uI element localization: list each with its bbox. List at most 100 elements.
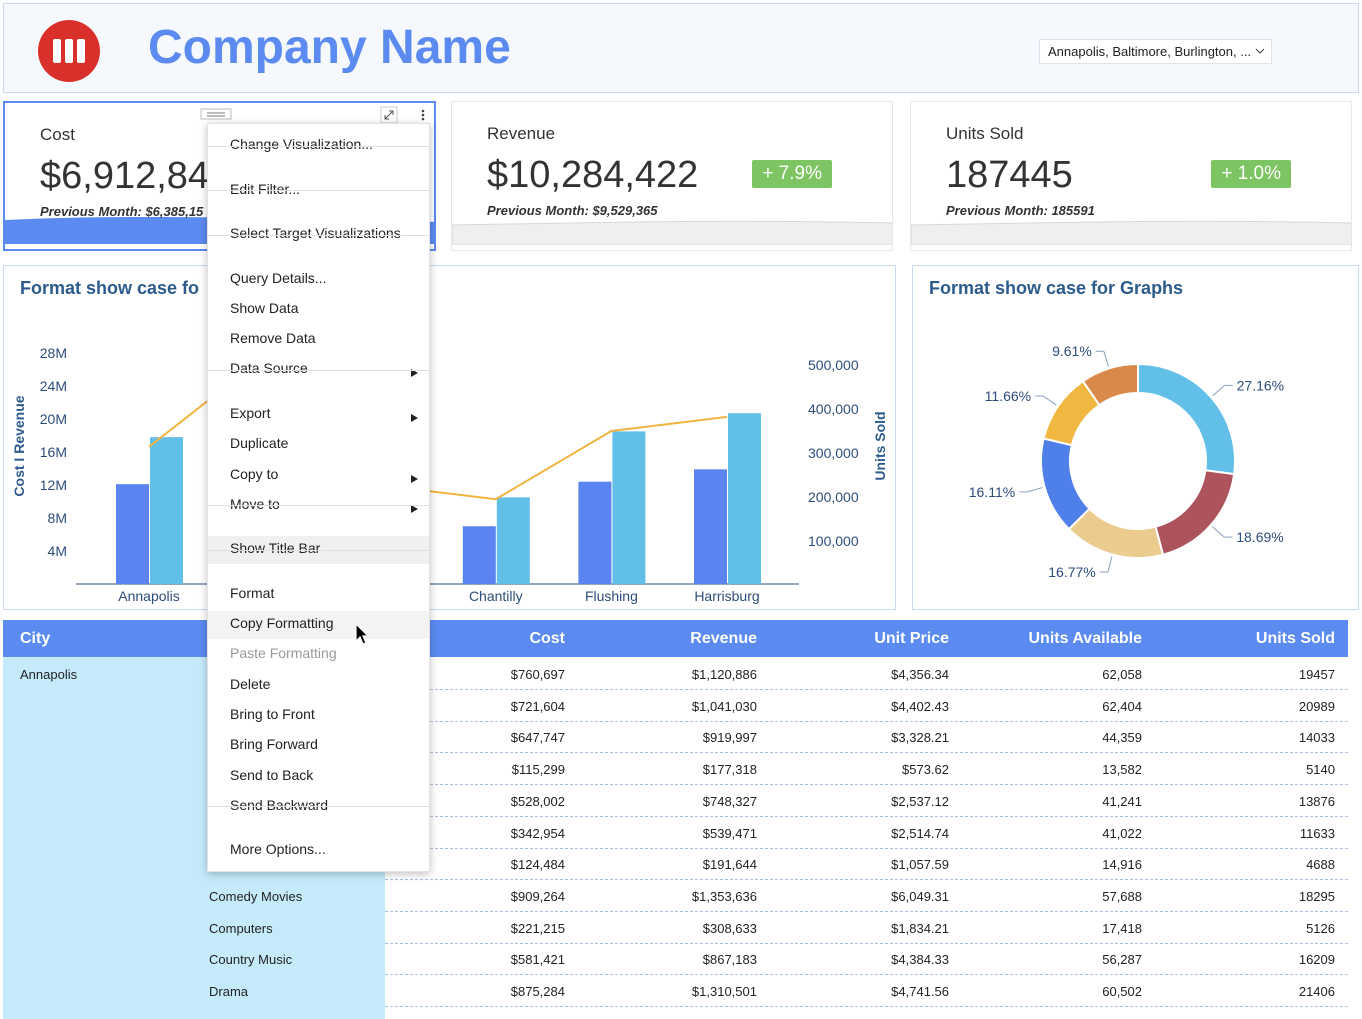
table-cell: $721,604 — [510, 698, 565, 714]
x-tick-label: Chantilly — [469, 588, 523, 604]
table-cell: $342,954 — [510, 825, 565, 841]
kpi-wave — [452, 220, 892, 246]
chart-title: Format show case fo — [20, 278, 199, 298]
column-header[interactable]: Units Sold — [1255, 630, 1335, 647]
menu-item[interactable]: Change Visualization... — [208, 132, 429, 160]
menu-item[interactable]: Select Target Visualizations — [208, 221, 429, 249]
table-cell: $1,310,501 — [691, 984, 757, 999]
kpi-label: Cost — [40, 125, 75, 144]
table-cell: $1,057.59 — [891, 857, 949, 873]
menu-item[interactable]: Show Data — [208, 296, 429, 324]
table-cell: 14033 — [1298, 730, 1335, 746]
menu-dot — [421, 117, 425, 121]
table-cell: $191,644 — [702, 857, 757, 873]
menu-item-label: Show Title Bar — [230, 540, 321, 557]
menu-item[interactable]: Bring Forward — [208, 732, 429, 760]
table-cell: $1,353,636 — [691, 888, 757, 904]
menu-item-label: Select Target Visualizations — [230, 225, 401, 241]
y2-tick-label: 400,000 — [808, 401, 859, 417]
donut-chart: Format show case for Graphs 27.16% 18.69% 1… — [929, 278, 1284, 580]
menu-item-label: Send Backward — [230, 796, 329, 813]
kpi-wave-wrap — [911, 215, 1351, 250]
menu-item[interactable]: Export — [208, 401, 429, 429]
menu-item[interactable]: Format — [208, 581, 429, 609]
table-cell: $867,183 — [702, 952, 757, 968]
table-cell: $748,327 — [702, 793, 757, 809]
table-cell: $6,049.31 — [891, 888, 949, 904]
menu-item[interactable]: Bring to Front — [208, 702, 429, 730]
menu-item-label: Paste Formatting — [230, 645, 337, 662]
menu-item[interactable]: More Options... — [208, 837, 429, 865]
menu-item[interactable]: Move to — [208, 492, 429, 520]
table-cell: Drama — [209, 984, 249, 999]
kpi-value: 187445 — [946, 154, 1073, 196]
table-cell: 16209 — [1298, 952, 1335, 968]
slice-label: 16.77% — [1048, 564, 1095, 580]
menu-separator — [208, 234, 429, 236]
menu-item-label: Bring Forward — [230, 736, 318, 753]
y2-tick-label: 500,000 — [808, 357, 859, 373]
menu-item[interactable]: Send Backward — [208, 793, 429, 821]
submenu-arrow-wrap — [411, 471, 419, 489]
table-cell: $4,741.56 — [891, 984, 949, 999]
column-header[interactable]: Units Available — [1028, 630, 1142, 647]
leader-line — [1019, 487, 1043, 493]
leader-line — [1099, 556, 1113, 573]
menu-item[interactable]: Delete — [208, 672, 429, 700]
column-header[interactable]: City — [20, 630, 51, 647]
table-cell: 17,418 — [1102, 920, 1142, 936]
table-cell: $4,384.33 — [891, 952, 949, 968]
filter-dropdown[interactable]: Annapolis, Baltimore, Burlington, ... — [1039, 39, 1272, 64]
y-axis-label: Cost I Revenue — [11, 395, 27, 496]
card-toolbar — [195, 105, 434, 130]
menu-item[interactable]: Send to Back — [208, 763, 429, 791]
row-divider — [385, 974, 1348, 976]
table-cell: $1,120,886 — [691, 667, 757, 682]
y2-tick-label: 100,000 — [808, 533, 859, 549]
row-divider — [385, 1006, 1348, 1007]
arrow — [411, 474, 418, 483]
menu-item[interactable]: Edit Filter... — [208, 177, 429, 205]
bar — [728, 413, 761, 584]
submenu-arrow-wrap — [411, 501, 419, 519]
arrow — [411, 369, 418, 378]
donut-slice — [1081, 362, 1139, 407]
column-header[interactable]: Cost — [529, 630, 565, 647]
submenu-arrow-wrap — [411, 410, 419, 428]
menu-separator — [208, 806, 429, 808]
donut-slice — [1154, 469, 1236, 556]
kpi-badge: + 1.0% — [1211, 160, 1291, 188]
wave — [452, 220, 892, 246]
table-cell: $115,299 — [511, 762, 565, 778]
column-header[interactable]: Unit Price — [874, 630, 949, 647]
menu-item-label: More Options... — [230, 841, 326, 858]
combo-chart-panel: Format show case fo 4M 8M 12M 16M 20M 24M 28M 10… — [3, 265, 896, 610]
bar — [694, 469, 727, 584]
table-cell: $573.62 — [902, 762, 949, 778]
menu-item[interactable]: Duplicate — [208, 431, 429, 459]
kpi-label: Units Sold — [946, 124, 1024, 143]
chart-title: Format show case for Graphs — [929, 278, 1183, 298]
table-cell: 11633 — [1299, 825, 1335, 841]
table-cell: $2,537.12 — [891, 793, 949, 809]
table-cell: 57,688 — [1102, 888, 1142, 904]
table-cell: $177,318 — [702, 762, 757, 778]
table-cell: $581,421 — [510, 952, 565, 968]
table-cell: 41,241 — [1102, 793, 1142, 809]
menu-separator — [208, 505, 429, 507]
menu-item-label: Format — [230, 584, 275, 601]
drag-handle[interactable] — [200, 108, 232, 120]
table-cell: $3,328.21 — [891, 730, 949, 746]
menu-item[interactable]: Query Details... — [208, 266, 429, 294]
arrow — [411, 413, 418, 422]
leader-line — [1212, 384, 1233, 397]
row-divider — [385, 784, 1348, 786]
menu-item[interactable]: Copy Formatting — [208, 611, 429, 640]
menu-item[interactable]: Remove Data — [208, 326, 429, 354]
menu-item[interactable]: Copy to — [208, 462, 429, 490]
table-cell: $1,834.21 — [891, 920, 949, 936]
menu-item-label: Change Visualization... — [230, 136, 373, 152]
menu-item[interactable]: Data Source — [208, 356, 429, 384]
column-header[interactable]: Revenue — [690, 630, 757, 647]
leader-line — [1095, 350, 1110, 367]
